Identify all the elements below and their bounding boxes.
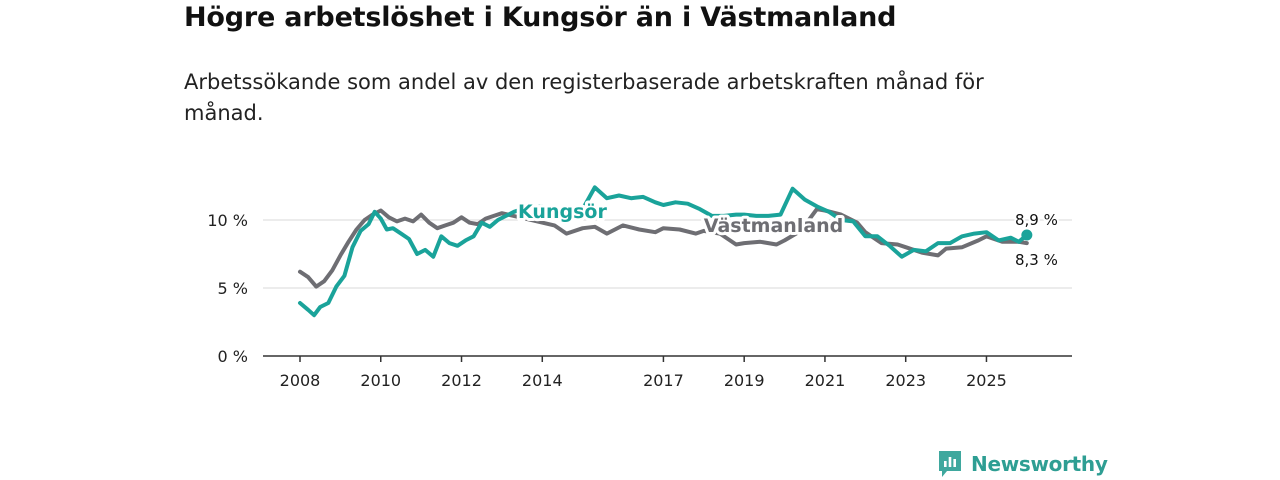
x-axis: 2008 2010 2012 2014 2017 2019 2021 2023 2025 (263, 355, 1072, 390)
vastmanland-end-value: 8,3 % (1015, 251, 1058, 269)
x-tick-label: 2012 (441, 371, 482, 390)
kungsor-end-marker (1021, 229, 1033, 241)
brand-name: Newsworthy (971, 452, 1108, 476)
y-axis-ticks: 0 % 5 % 10 % (207, 211, 248, 366)
y-tick-label: 5 % (218, 279, 248, 298)
vastmanland-line (298, 207, 1029, 289)
y-tick-label: 0 % (218, 347, 248, 366)
x-tick-label: 2008 (280, 371, 321, 390)
newsworthy-logo: Newsworthy (937, 448, 1108, 480)
vastmanland-label: Västmanland (704, 215, 844, 237)
kungsor-label: Kungsör (518, 201, 607, 223)
x-tick-label: 2017 (643, 371, 684, 390)
x-tick-label: 2014 (522, 371, 563, 390)
series-lines (298, 185, 1029, 318)
line-chart: 0 %5 %10 % 2008 2010 2012 2014 2017 2019 2021 2… (207, 185, 1072, 390)
kungsor-end-value: 8,9 % (1015, 211, 1058, 229)
x-tick-label: 2025 (966, 371, 1007, 390)
x-tick-label: 2023 (885, 371, 926, 390)
x-tick-label: 2019 (724, 371, 765, 390)
x-tick-label: 2021 (805, 371, 846, 390)
chart-subtitle: Arbetssökande som andel av den registerb… (184, 70, 984, 125)
chart-title: Högre arbetslöshet i Kungsör än i Västma… (184, 2, 897, 33)
newsworthy-logo-icon (939, 451, 961, 477)
series-labels: Västmanland 8,3 % Kungsör 8,9 % (515, 198, 1060, 271)
x-tick-label: 2010 (360, 371, 401, 390)
kungsor-line (298, 185, 1029, 318)
y-tick-label: 10 % (207, 211, 248, 230)
